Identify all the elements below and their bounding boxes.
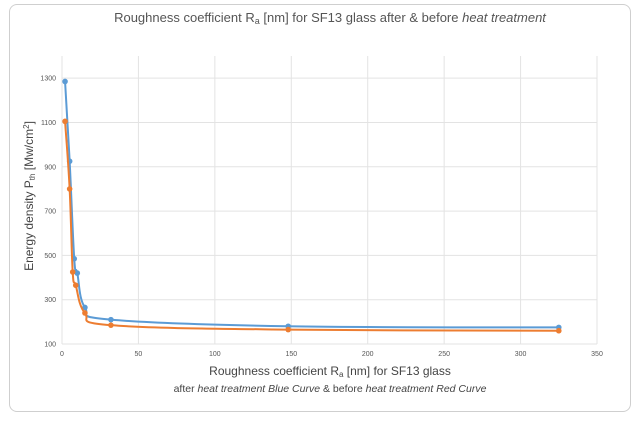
x-tick-label: 150 bbox=[285, 351, 297, 358]
series-0-point bbox=[108, 316, 114, 323]
series-1-point bbox=[62, 118, 68, 125]
y-axis-label: Energy density Pth [Mw/cm2] bbox=[22, 121, 37, 271]
x-tick-label: 250 bbox=[438, 351, 450, 358]
series-0-point bbox=[62, 78, 68, 85]
series-1-point bbox=[555, 327, 562, 334]
y-tick-label: 100 bbox=[44, 342, 56, 349]
y-tick-label: 300 bbox=[44, 297, 56, 304]
series-1-point bbox=[72, 282, 79, 289]
x-tick-label: 350 bbox=[591, 351, 603, 358]
x-tick-label: 300 bbox=[515, 351, 527, 358]
series-1-point bbox=[285, 326, 292, 333]
grid-lines bbox=[61, 56, 598, 345]
x-tick-label: 0 bbox=[60, 351, 64, 358]
y-tick-label: 700 bbox=[44, 209, 56, 216]
series-0-line bbox=[64, 81, 559, 329]
y-tick-label: 900 bbox=[44, 164, 56, 171]
chart-title: Roughness coefficient Ra [nm] for SF13 g… bbox=[114, 10, 547, 26]
x-tick-label: 50 bbox=[135, 351, 143, 358]
x-axis-label: Roughness coefficient Ra [nm] for SF13 g… bbox=[209, 364, 451, 379]
x-tick-labels: 0 50 100 150 200 250 300 350 bbox=[60, 351, 603, 358]
curve-note: after heat treatment Blue Curve & before… bbox=[174, 383, 487, 395]
x-tick-label: 200 bbox=[362, 351, 374, 358]
y-tick-label: 1300 bbox=[40, 76, 56, 83]
y-tick-label: 1100 bbox=[41, 120, 56, 127]
series-group bbox=[62, 78, 562, 334]
series-1-point bbox=[82, 310, 88, 316]
series-0-point bbox=[74, 270, 81, 276]
y-tick-label: 500 bbox=[44, 253, 56, 260]
series-1-point bbox=[66, 186, 73, 192]
x-tick-label: 100 bbox=[209, 351, 221, 358]
y-tick-labels: 100 300 500 700 900 1100 1300 bbox=[40, 76, 56, 349]
series-1-point bbox=[108, 322, 114, 328]
series-1-point bbox=[69, 269, 76, 275]
series-0-point bbox=[82, 304, 88, 311]
